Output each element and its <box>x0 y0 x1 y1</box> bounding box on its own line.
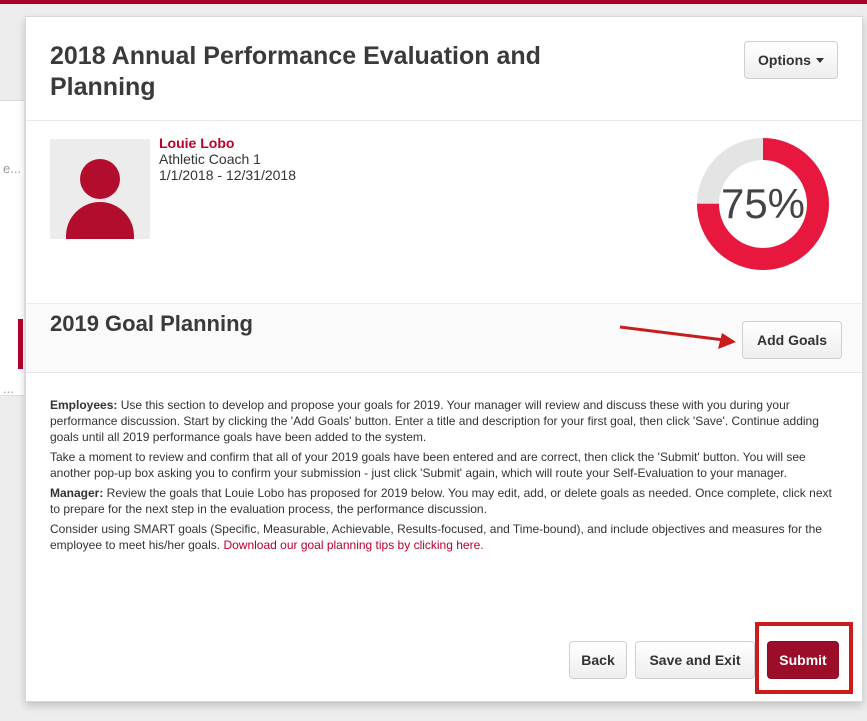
user-silhouette-icon <box>80 159 120 199</box>
submit-button[interactable]: Submit <box>767 641 839 679</box>
sidebar-item-truncated[interactable]: ... <box>3 381 14 396</box>
top-accent-bar <box>0 0 867 4</box>
left-sidebar: e... ... <box>0 100 24 396</box>
sidebar-item-truncated[interactable]: e... <box>3 161 22 176</box>
instructions-submit: Take a moment to review and confirm that… <box>50 450 806 480</box>
annotation-arrow-icon <box>619 325 736 349</box>
employee-name-link[interactable]: Louie Lobo <box>159 135 235 151</box>
progress-ring-fill <box>697 138 829 270</box>
instructions-label: Employees: <box>50 398 118 412</box>
instructions-manager: Manager: Review the goals that Louie Lob… <box>50 486 832 516</box>
page-title: 2018 Annual Performance Evaluation and P… <box>50 42 541 101</box>
progress-percent: 75% <box>720 180 806 227</box>
options-button[interactable]: Options <box>744 41 838 79</box>
add-goals-button[interactable]: Add Goals <box>742 321 842 359</box>
back-button[interactable]: Back <box>569 641 627 679</box>
instructions-smart: Consider using SMART goals (Specific, Me… <box>50 522 822 552</box>
evaluation-card: 2018 Annual Performance Evaluation and P… <box>25 16 863 702</box>
avatar <box>50 139 150 239</box>
sidebar-active-marker <box>18 319 23 369</box>
section-title-goals: 2019 Goal Planning <box>50 311 253 336</box>
instructions-text: Employees: Use this section to develop a… <box>50 397 840 557</box>
save-and-exit-button[interactable]: Save and Exit <box>635 641 755 679</box>
caret-down-icon <box>815 57 824 63</box>
options-button-label: Options <box>758 52 811 68</box>
goal-tips-link[interactable]: Download our goal planning tips by click… <box>223 538 484 552</box>
user-silhouette-body <box>66 202 134 239</box>
progress-ring <box>697 138 829 270</box>
instructions-employees: Employees: Use this section to develop a… <box>50 398 819 444</box>
evaluation-period: 1/1/2018 - 12/31/2018 <box>159 167 297 183</box>
employee-role: Athletic Coach 1 <box>159 151 261 167</box>
divider <box>26 120 862 121</box>
instructions-label: Manager: <box>50 486 104 500</box>
